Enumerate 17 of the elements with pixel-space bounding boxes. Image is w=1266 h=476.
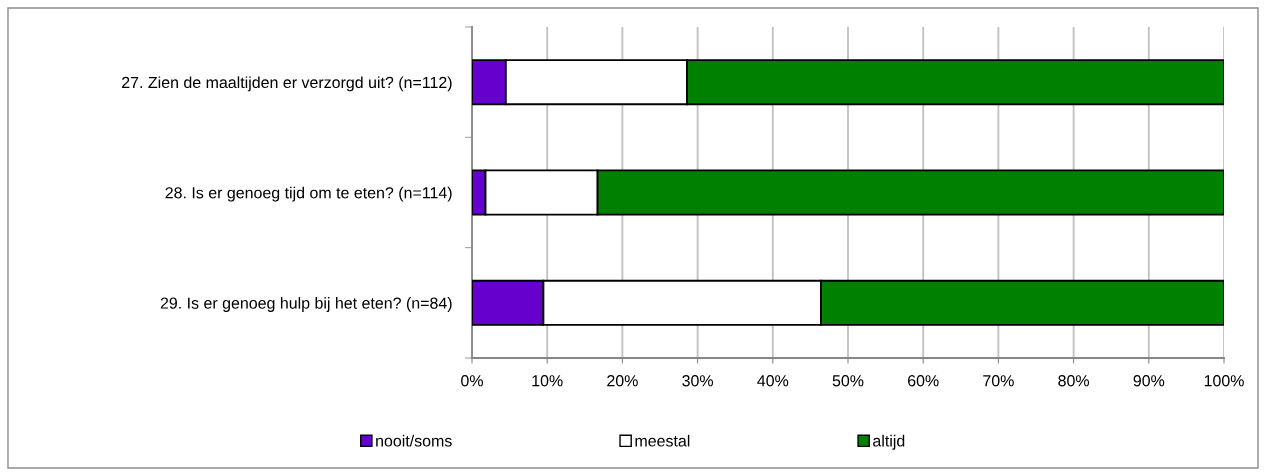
y-tick-label: 27. Zien de maaltijden er verzorgd uit? (n=112) [122, 76, 452, 92]
y-tick-label: 28. Is er genoeg tijd om te eten? (n=114) [165, 186, 452, 202]
x-tick-label: 20% [607, 375, 638, 387]
legend-label: meestal [635, 434, 690, 447]
x-tick-label: 80% [1058, 375, 1090, 387]
legend-label: altijd [873, 434, 905, 450]
x-tick-label: 40% [757, 375, 789, 387]
x-tick-label: 30% [682, 375, 714, 387]
legend-label: nooit/soms [376, 434, 452, 447]
x-tick-label: 100% [1204, 375, 1244, 387]
x-tick-label: 10% [532, 375, 563, 387]
x-tick-label: 70% [983, 375, 1014, 387]
y-tick-label: 29. Is er genoeg hulp bij het eten? (n=84) [160, 297, 452, 312]
x-tick-label: 0% [461, 375, 483, 387]
x-tick-label: 60% [908, 375, 939, 387]
x-tick-label: 90% [1133, 375, 1165, 387]
x-tick-label: 50% [832, 375, 864, 387]
